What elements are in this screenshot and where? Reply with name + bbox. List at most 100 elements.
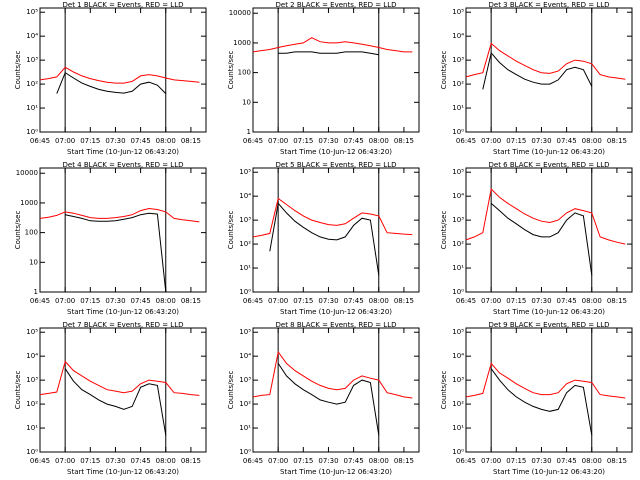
chart-title: Det 6 BLACK = Events, RED = LLD — [489, 161, 610, 169]
x-axis-label: Start Time (10-Jun-12 06:43:20) — [280, 468, 392, 476]
x-tick-label: 07:00 — [481, 137, 501, 145]
y-tick-label: 10³ — [26, 376, 38, 384]
x-tick-label: 08:15 — [394, 137, 414, 145]
panel: Det 2 BLACK = Events, RED = LLD Start Tim… — [227, 1, 420, 156]
y-tick-label: 10⁰ — [26, 448, 38, 456]
chart-title: Det 5 BLACK = Events, RED = LLD — [276, 161, 397, 169]
y-tick-label: 10⁰ — [239, 288, 251, 296]
series-line — [39, 207, 200, 223]
y-tick-label: 10² — [452, 80, 464, 88]
y-axis-label: Counts/sec — [440, 371, 448, 410]
series-line — [252, 197, 413, 238]
y-axis-label: Counts/sec — [440, 211, 448, 250]
plot-frame — [252, 327, 420, 453]
series-line — [65, 212, 167, 293]
x-tick-label: 07:00 — [55, 137, 75, 145]
y-axis-label: Counts/sec — [14, 211, 22, 250]
x-tick-label: 06:45 — [456, 297, 476, 305]
x-tick-label: 08:00 — [369, 457, 389, 465]
chart-title: Det 1 BLACK = Events, RED = LLD — [63, 1, 184, 9]
x-tick-label: 07:00 — [55, 297, 75, 305]
x-tick-label: 08:00 — [156, 137, 176, 145]
series-line — [482, 51, 593, 90]
y-tick-label: 10⁴ — [26, 352, 38, 360]
y-tick-label: 10⁴ — [452, 352, 464, 360]
series-line — [39, 66, 200, 84]
y-tick-label: 10⁴ — [239, 352, 251, 360]
x-tick-label: 06:45 — [243, 297, 263, 305]
x-tick-label: 07:15 — [293, 457, 313, 465]
plot-frame — [465, 167, 633, 293]
x-tick-label: 06:45 — [456, 457, 476, 465]
y-tick-label: 10² — [452, 400, 464, 408]
y-tick-label: 10¹ — [452, 104, 464, 112]
y-tick-label: 100 — [238, 69, 251, 77]
y-tick-label: 10⁵ — [452, 328, 464, 336]
x-tick-label: 07:15 — [80, 297, 100, 305]
y-tick-label: 100 — [25, 229, 38, 237]
x-tick-label: 07:45 — [557, 457, 577, 465]
x-tick-label: 08:00 — [582, 457, 602, 465]
series-line — [269, 202, 380, 276]
y-tick-label: 10⁰ — [452, 448, 464, 456]
x-tick-label: 07:15 — [506, 137, 526, 145]
x-tick-label: 07:15 — [80, 457, 100, 465]
x-tick-label: 08:00 — [369, 297, 389, 305]
x-tick-label: 06:45 — [456, 137, 476, 145]
panel: Det 1 BLACK = Events, RED = LLD Start Tim… — [14, 1, 207, 156]
x-tick-label: 07:30 — [105, 137, 125, 145]
panel: Det 5 BLACK = Events, RED = LLD Start Tim… — [227, 161, 420, 316]
panel: Det 7 BLACK = Events, RED = LLD Start Tim… — [14, 321, 207, 476]
panel: Det 4 BLACK = Events, RED = LLD Start Tim… — [14, 161, 207, 316]
x-tick-label: 08:15 — [394, 457, 414, 465]
x-tick-label: 07:45 — [344, 137, 364, 145]
x-tick-label: 07:30 — [531, 137, 551, 145]
x-tick-label: 07:45 — [557, 137, 577, 145]
y-tick-label: 10³ — [26, 56, 38, 64]
chart-title: Det 3 BLACK = Events, RED = LLD — [489, 1, 610, 9]
x-tick-label: 07:45 — [131, 457, 151, 465]
y-tick-label: 10⁴ — [26, 32, 38, 40]
x-tick-label: 07:45 — [131, 297, 151, 305]
x-tick-label: 07:45 — [131, 137, 151, 145]
y-tick-label: 10¹ — [452, 424, 464, 432]
y-axis-label: Counts/sec — [14, 51, 22, 90]
x-tick-label: 08:15 — [181, 457, 201, 465]
y-tick-label: 10² — [239, 400, 251, 408]
x-tick-label: 08:00 — [156, 457, 176, 465]
x-tick-label: 07:45 — [557, 297, 577, 305]
plot-frame — [39, 167, 207, 293]
x-tick-label: 07:15 — [293, 297, 313, 305]
y-tick-label: 10³ — [239, 216, 251, 224]
x-tick-label: 08:00 — [156, 297, 176, 305]
panel: Det 8 BLACK = Events, RED = LLD Start Tim… — [227, 321, 420, 476]
x-tick-label: 07:30 — [531, 297, 551, 305]
y-axis-label: Counts/sec — [227, 51, 235, 90]
x-tick-label: 08:00 — [582, 297, 602, 305]
x-tick-label: 08:15 — [181, 137, 201, 145]
x-tick-label: 08:15 — [607, 457, 627, 465]
x-tick-label: 07:30 — [318, 297, 338, 305]
y-axis-label: Counts/sec — [14, 371, 22, 410]
plot-frame — [39, 7, 207, 133]
y-tick-label: 10² — [452, 240, 464, 248]
y-tick-label: 10¹ — [239, 424, 251, 432]
y-tick-label: 10 — [242, 98, 251, 106]
y-tick-label: 10³ — [452, 376, 464, 384]
x-axis-label: Start Time (10-Jun-12 06:43:20) — [280, 308, 392, 316]
chart-title: Det 9 BLACK = Events, RED = LLD — [489, 321, 610, 329]
y-tick-label: 10¹ — [452, 264, 464, 272]
series-line — [39, 360, 200, 396]
y-tick-label: 10⁵ — [26, 328, 38, 336]
x-axis-label: Start Time (10-Jun-12 06:43:20) — [67, 468, 179, 476]
x-tick-label: 07:45 — [344, 457, 364, 465]
y-tick-label: 10000 — [229, 9, 251, 17]
x-tick-label: 07:00 — [268, 297, 288, 305]
y-tick-label: 10000 — [16, 169, 38, 177]
x-tick-label: 07:15 — [293, 137, 313, 145]
x-tick-label: 07:15 — [506, 297, 526, 305]
x-axis-label: Start Time (10-Jun-12 06:43:20) — [493, 148, 605, 156]
x-tick-label: 07:15 — [80, 137, 100, 145]
y-tick-label: 10⁰ — [26, 128, 38, 136]
y-tick-label: 10¹ — [239, 264, 251, 272]
